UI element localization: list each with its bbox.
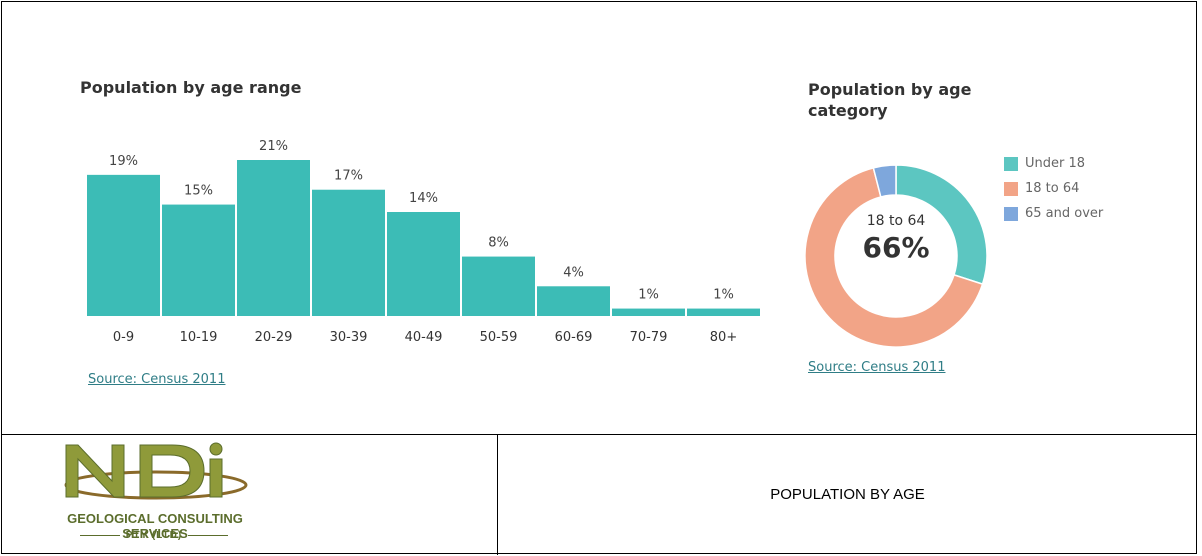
- donut-chart-source-link[interactable]: Source: Census 2011: [808, 360, 946, 375]
- company-logo: GEOLOGICAL CONSULTING SERVICES PTY (LTD): [44, 437, 264, 549]
- bar-value-label: 17%: [334, 169, 363, 184]
- legend-label: Under 18: [1025, 156, 1086, 171]
- legend-swatch: [1004, 181, 1018, 196]
- legend-swatch: [1004, 156, 1018, 171]
- x-tick-label: 60-69: [555, 330, 593, 345]
- x-tick-label: 10-19: [180, 330, 218, 345]
- bar-chart-source-link[interactable]: Source: Census 2011: [88, 372, 226, 387]
- bar-0-9: [87, 174, 160, 316]
- logo-dash-right: [188, 534, 229, 536]
- divider-horizontal: [1, 434, 1197, 435]
- logo-dash-left: [79, 534, 120, 536]
- donut-chart-title: Population by age category: [808, 80, 972, 120]
- bar-10-19: [162, 204, 235, 316]
- bar-chart-title: Population by age range: [80, 78, 302, 97]
- logo-company-name: GEOLOGICAL CONSULTING SERVICES: [67, 511, 243, 541]
- donut-center-category: 18 to 64: [866, 213, 926, 229]
- donut-chart: [804, 164, 988, 348]
- bar-60-69: [537, 286, 610, 316]
- bar-value-label: 14%: [409, 191, 438, 206]
- bar-value-label: 21%: [259, 139, 288, 154]
- donut-center-value: 66%: [862, 231, 930, 264]
- bar-value-label: 8%: [488, 236, 509, 251]
- x-tick-label: 30-39: [330, 330, 368, 345]
- bar-chart: 19% 0-9 15% 10-19 21% 20-29 17% 30-39 14% 40-49 8%…: [87, 139, 760, 345]
- page-caption: POPULATION BY AGE: [770, 486, 925, 503]
- legend-label: 18 to 64: [1025, 181, 1080, 196]
- x-tick-label: 80+: [710, 330, 737, 345]
- bar-value-label: 4%: [563, 265, 584, 280]
- donut-slice-18-to-64: [804, 166, 984, 348]
- bar-value-label: 1%: [713, 288, 734, 303]
- donut-legend: Under 18 18 to 64 65 and over: [1004, 151, 1103, 226]
- divider-vertical: [497, 434, 498, 555]
- x-tick-label: 20-29: [255, 330, 293, 345]
- x-tick-label: 50-59: [480, 330, 518, 345]
- logo-subtitle-text: PTY (LTD): [125, 530, 183, 541]
- bar-value-label: 15%: [184, 184, 213, 199]
- x-tick-label: 40-49: [405, 330, 443, 345]
- legend-item: 65 and over: [1004, 201, 1103, 226]
- bar-20-29: [237, 160, 310, 316]
- bar-value-label: 1%: [638, 288, 659, 303]
- ndi-logo-mark-icon: [64, 442, 248, 500]
- donut-center-label: 18 to 64 66%: [840, 213, 952, 264]
- legend-label: 65 and over: [1025, 206, 1104, 221]
- legend-item: Under 18: [1004, 151, 1103, 176]
- bar-30-39: [312, 189, 385, 316]
- x-tick-label: 70-79: [630, 330, 668, 345]
- x-tick-label: 0-9: [113, 330, 134, 345]
- logo-subtitle: PTY (LTD): [44, 530, 264, 541]
- donut-slice-65-and-over: [872, 164, 897, 198]
- bar-value-label: 19%: [109, 154, 138, 169]
- legend-item: 18 to 64: [1004, 176, 1103, 201]
- bar-80+: [687, 308, 760, 316]
- bar-70-79: [612, 308, 685, 316]
- bar-40-49: [387, 212, 460, 316]
- legend-swatch: [1004, 206, 1018, 221]
- bar-50-59: [462, 256, 535, 316]
